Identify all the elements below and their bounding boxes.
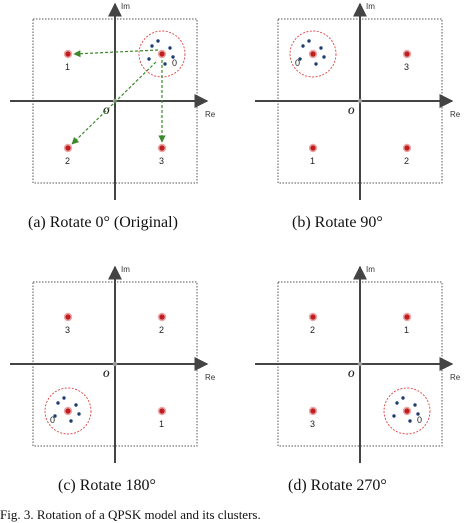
symbol-point-b-0 xyxy=(404,51,410,57)
cluster-dot-a-1 xyxy=(168,46,172,50)
symbol-point-a-1 xyxy=(65,51,71,57)
rotation-arrow-a-1 xyxy=(71,61,157,145)
symbol-label-c-1: 3 xyxy=(65,325,70,335)
caption-c: (c) Rotate 180° xyxy=(58,477,156,494)
symbol-point-d-2 xyxy=(310,408,316,414)
cluster-dot-c-5 xyxy=(62,396,66,400)
cluster-dot-c-2 xyxy=(53,414,57,418)
imag-axis-label-d: Im xyxy=(366,265,375,274)
caption-b: (b) Rotate 90° xyxy=(292,214,383,231)
symbol-label-b-3: 2 xyxy=(404,156,409,166)
symbol-point-c-0 xyxy=(159,314,165,320)
caption-d: (d) Rotate 270° xyxy=(288,477,387,494)
origin-dot-c xyxy=(112,361,118,367)
symbol-label-d-2: 3 xyxy=(310,419,315,429)
imag-axis-label-b: Im xyxy=(366,2,375,11)
symbol-point-c-2 xyxy=(65,408,71,414)
real-axis-label-d: Re xyxy=(450,373,461,382)
symbol-point-b-1 xyxy=(310,51,316,57)
symbol-label-d-3: 0 xyxy=(417,415,422,425)
symbol-label-a-2: 2 xyxy=(65,156,70,166)
symbol-label-c-0: 2 xyxy=(159,325,164,335)
cluster-dot-c-4 xyxy=(77,412,81,416)
symbol-label-d-1: 2 xyxy=(310,325,315,335)
cluster-dot-d-2 xyxy=(392,414,396,418)
symbol-label-b-1: 0 xyxy=(295,58,300,68)
cluster-dot-a-5 xyxy=(156,39,160,43)
cluster-dot-b-5 xyxy=(307,39,311,43)
cluster-dot-d-3 xyxy=(408,419,412,423)
cluster-dot-c-0 xyxy=(56,401,60,405)
symbol-point-d-0 xyxy=(404,314,410,320)
cluster-circle-c xyxy=(44,387,92,435)
cluster-dot-c-3 xyxy=(69,419,73,423)
cluster-dot-b-0 xyxy=(301,44,305,48)
symbol-label-c-2: 0 xyxy=(50,415,55,425)
symbol-point-a-3 xyxy=(159,145,165,151)
symbol-label-b-0: 3 xyxy=(404,62,409,72)
symbol-label-a-3: 3 xyxy=(159,156,164,166)
cluster-dot-a-3 xyxy=(163,62,167,66)
origin-label-a: O xyxy=(103,106,110,116)
cluster-circle-b xyxy=(289,30,337,78)
origin-label-c: O xyxy=(103,369,110,379)
cluster-dot-d-5 xyxy=(401,396,405,400)
rotation-arrow-a-0 xyxy=(73,49,159,58)
figure-caption: Fig. 3. Rotation of a QPSK model and its… xyxy=(0,507,261,522)
symbol-point-d-1 xyxy=(310,314,316,320)
symbol-point-c-1 xyxy=(65,314,71,320)
symbol-label-a-0: 0 xyxy=(172,58,177,68)
cluster-circle-d xyxy=(383,387,431,435)
origin-dot-d xyxy=(357,361,363,367)
cluster-dot-b-1 xyxy=(319,46,323,50)
real-axis-label-a: Re xyxy=(205,110,216,119)
panel-b: Im Re O 3 0 1 2 xyxy=(255,2,461,200)
real-axis-label-c: Re xyxy=(205,373,216,382)
symbol-point-d-3 xyxy=(404,408,410,414)
caption-a: (a) Rotate 0° (Original) xyxy=(28,214,178,231)
imag-axis-label-a: Im xyxy=(121,2,130,11)
cluster-dot-d-0 xyxy=(395,401,399,405)
symbol-point-b-3 xyxy=(404,145,410,151)
panel-a: Im Re O 0 1 2 3 xyxy=(10,2,216,200)
cluster-dot-a-4 xyxy=(171,55,175,59)
cluster-dot-d-4 xyxy=(416,412,420,416)
cluster-dot-b-4 xyxy=(322,55,326,59)
cluster-dot-c-1 xyxy=(74,403,78,407)
symbol-point-c-3 xyxy=(159,408,165,414)
symbol-label-c-3: 1 xyxy=(159,419,164,429)
symbol-point-a-0 xyxy=(159,51,165,57)
panel-c: Im Re O 2 3 0 1 xyxy=(10,265,216,463)
cluster-dot-a-2 xyxy=(147,57,151,61)
cluster-dot-a-0 xyxy=(150,44,154,48)
origin-label-d: O xyxy=(348,369,355,379)
symbol-point-b-2 xyxy=(310,145,316,151)
symbol-label-b-2: 1 xyxy=(310,156,315,166)
symbol-point-a-2 xyxy=(65,145,71,151)
imag-axis-label-c: Im xyxy=(121,265,130,274)
cluster-dot-d-1 xyxy=(413,403,417,407)
symbol-label-a-1: 1 xyxy=(65,62,70,72)
cluster-dot-b-3 xyxy=(314,62,318,66)
origin-label-b: O xyxy=(348,106,355,116)
cluster-dot-b-2 xyxy=(298,57,302,61)
origin-dot-b xyxy=(357,98,363,104)
panel-d: Im Re O 1 2 3 0 xyxy=(255,265,461,463)
symbol-label-d-0: 1 xyxy=(404,325,409,335)
real-axis-label-b: Re xyxy=(450,110,461,119)
origin-dot-a xyxy=(112,98,118,104)
